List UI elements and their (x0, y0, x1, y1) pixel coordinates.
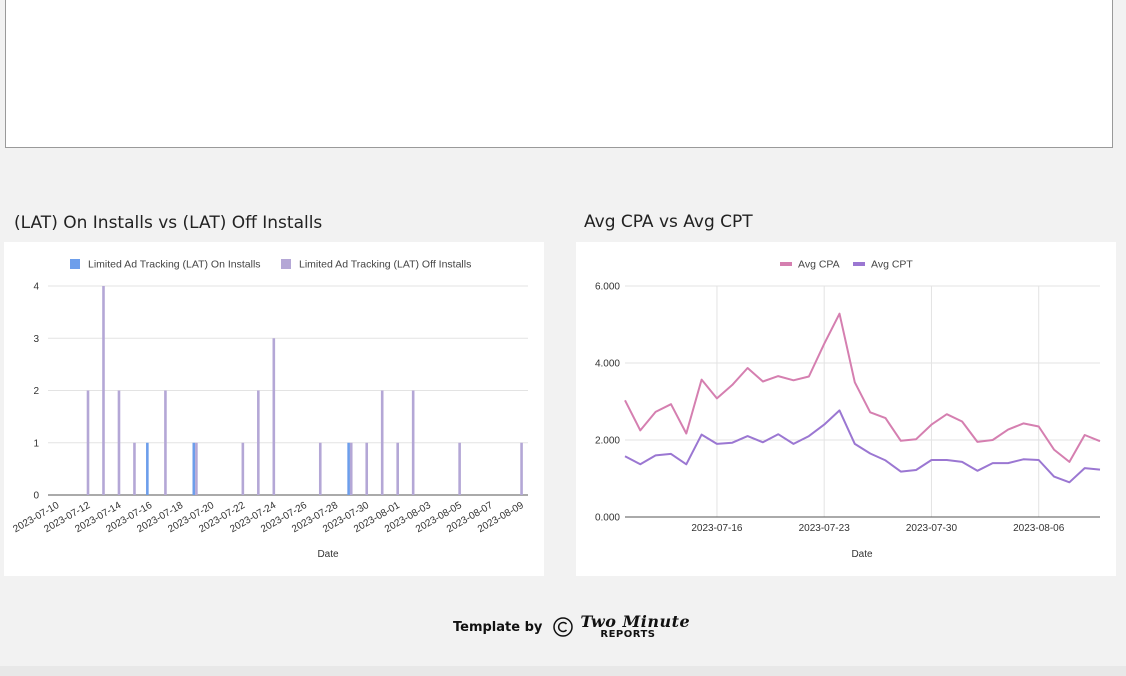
y-tick-label: 6.000 (595, 282, 620, 293)
bar (380, 390, 384, 495)
x-axis-title: Date (317, 549, 339, 560)
bar (411, 390, 415, 495)
y-tick-label: 2 (33, 386, 39, 397)
bar (146, 442, 149, 495)
bar (272, 338, 276, 495)
x-tick-label: 2023-07-16 (691, 523, 743, 534)
installs-chart-title: (LAT) On Installs vs (LAT) Off Installs (14, 213, 323, 233)
bar (318, 442, 322, 495)
bar (195, 442, 198, 495)
y-tick-label: 3 (33, 334, 39, 345)
bar (192, 442, 196, 495)
blank-report-panel (5, 0, 1113, 148)
bar (349, 442, 353, 495)
brand-name-line1: Two Minute (580, 612, 691, 631)
bar (241, 442, 245, 495)
bar (365, 442, 369, 495)
series-line (624, 409, 1101, 484)
y-tick-label: 2.000 (595, 436, 620, 447)
footer-credit: Template by Two Minute REPORTS (453, 612, 690, 642)
legend-swatch (853, 262, 865, 266)
x-tick-label: 2023-07-23 (799, 523, 851, 534)
x-tick-label: 2023-07-30 (906, 523, 958, 534)
x-axis-title: Date (851, 549, 873, 560)
series-line (624, 312, 1101, 463)
bar (520, 442, 523, 495)
legend-label: Limited Ad Tracking (LAT) Off Installs (299, 259, 471, 271)
cpa-cpt-chart-card: 0.000 2.000 4.000 6.000 2023-07-16 2023-07-23… (576, 242, 1116, 576)
brand-logo[interactable]: Two Minute REPORTS (552, 614, 690, 640)
bar (164, 390, 167, 495)
legend-label: Avg CPA (798, 259, 840, 271)
cpa-cpt-line-chart: 0.000 2.000 4.000 6.000 2023-07-16 2023-07-23… (595, 259, 1101, 560)
brand-name-line2: REPORTS (600, 629, 656, 640)
installs-bar-chart: 012342023-07-102023-07-122023-07-142023-… (11, 259, 528, 560)
bottom-strip (0, 666, 1126, 676)
bar (133, 442, 136, 495)
legend-label: Limited Ad Tracking (LAT) On Installs (88, 259, 261, 271)
bar (396, 442, 399, 495)
bar (347, 442, 350, 495)
legend-swatch (780, 262, 792, 266)
bar (458, 442, 461, 495)
cpa-cpt-chart-title: Avg CPA vs Avg CPT (584, 212, 753, 232)
bar (117, 390, 121, 495)
installs-chart-card: 0 1 2 3 4 2023-07-10 2023-07-12 2023-07-14 2023-… (4, 242, 544, 576)
y-tick-label: 0.000 (595, 513, 620, 524)
legend-swatch (281, 259, 291, 269)
legend-swatch (70, 259, 80, 269)
copyright-icon (553, 617, 574, 637)
legend-label: Avg CPT (871, 259, 913, 271)
y-tick-label: 4.000 (595, 359, 620, 370)
bar (257, 390, 260, 495)
bar (86, 390, 90, 495)
y-tick-label: 1 (33, 438, 39, 449)
bar (102, 286, 105, 495)
x-tick-label: 2023-08-06 (1013, 523, 1065, 534)
y-tick-label: 4 (33, 282, 39, 293)
footer-label: Template by (453, 619, 543, 635)
y-tick-label: 0 (33, 491, 39, 502)
